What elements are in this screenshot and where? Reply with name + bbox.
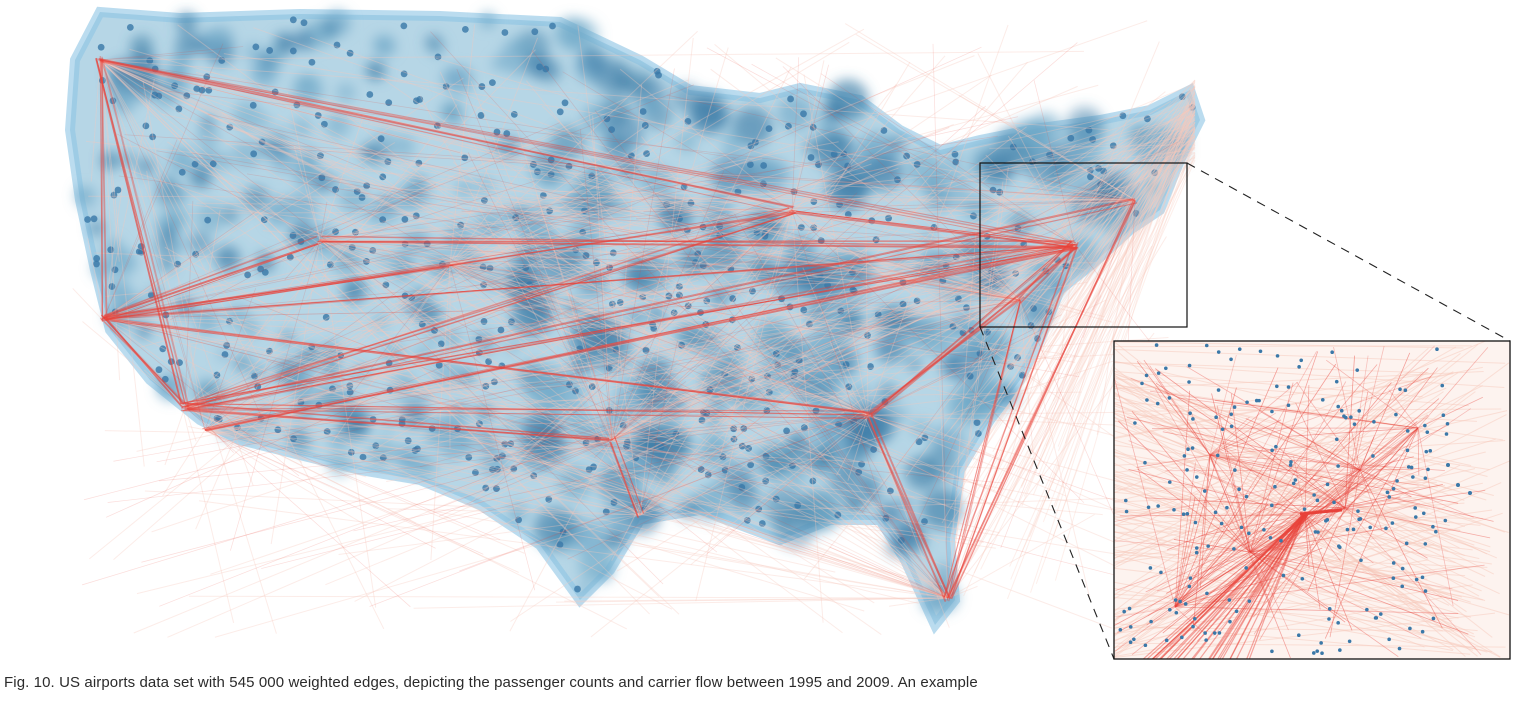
airport-dots [84, 16, 1196, 593]
us-density-map [64, 6, 1206, 635]
faint-flow-edges [72, 20, 1197, 638]
density-clusters [75, 10, 1188, 613]
figure-caption: Fig. 10. US airports data set with 545 0… [4, 674, 978, 691]
bundled-flow-edges [81, 31, 1178, 608]
inset-frame [1113, 340, 1511, 660]
zoom-connector-lines [979, 162, 1511, 660]
inset-detail-view [1113, 340, 1511, 660]
zoom-region-box [979, 162, 1188, 328]
